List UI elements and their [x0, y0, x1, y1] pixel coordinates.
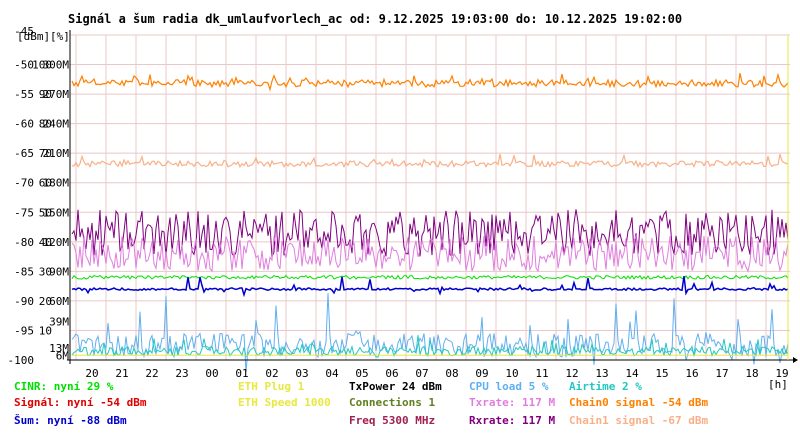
y-tick-pct: 50	[39, 206, 52, 219]
series-line-2	[71, 153, 789, 169]
series-line-6	[71, 275, 789, 298]
y-tick-pct: 60	[39, 177, 52, 190]
legend-item: CPU load 5 %	[469, 380, 549, 393]
y-tick-rate-low: 39M	[49, 316, 69, 329]
y-tick-pct: 40	[39, 236, 52, 249]
legend-item: Chain1 signal -67 dBm	[569, 414, 708, 427]
legend-item: Txrate: 117 M	[469, 396, 555, 409]
y-tick-pct: 30	[39, 265, 52, 278]
x-tick-label: 12	[565, 367, 578, 380]
y-tick-pct: 80	[39, 118, 52, 131]
series-line-3	[71, 208, 789, 259]
legend-item: Freq 5300 MHz	[349, 414, 435, 427]
y-tick-rate: 60M	[49, 295, 69, 308]
series-line-8	[71, 335, 789, 358]
x-tick-label: 23	[175, 367, 188, 380]
y-tick-pct: 90	[39, 88, 52, 101]
series-line-4	[71, 234, 789, 273]
x-tick-label: 05	[355, 367, 368, 380]
x-tick-label: 03	[295, 367, 308, 380]
x-tick-label: 01	[235, 367, 248, 380]
legend-item: Rxrate: 117 M	[469, 414, 555, 427]
y-tick-dbm: -45	[14, 25, 34, 38]
x-tick-label: 08	[445, 367, 458, 380]
y-tick-rate: 90M	[49, 265, 69, 278]
y-tick-dbm: -80	[14, 236, 34, 249]
x-tick-label: 15	[655, 367, 668, 380]
series-line-1	[71, 72, 789, 92]
y-tick-dbm: -85	[14, 265, 34, 278]
x-tick-label: 16	[685, 367, 698, 380]
y-tick-dbm: -75	[14, 206, 34, 219]
x-tick-label: 04	[325, 367, 339, 380]
x-tick-label: 07	[415, 367, 428, 380]
x-tick-label: 02	[265, 367, 278, 380]
legend-item: Chain0 signal -54 dBm	[569, 396, 708, 409]
y-tick-dbm: -65	[14, 147, 34, 160]
y-tick-rate: 300M	[43, 59, 70, 72]
x-tick-label: 21	[115, 367, 128, 380]
x-axis-arrow	[793, 357, 798, 363]
y-tick-dbm: -70	[14, 177, 34, 190]
y-tick-rate: 150M	[43, 206, 70, 219]
y-tick-rate-low: 13M	[49, 342, 69, 355]
legend-item: ETH Plug 1	[238, 380, 305, 393]
y-tick-rate: 270M	[43, 88, 70, 101]
y-tick-dbm: -60	[14, 118, 34, 131]
x-tick-label: 19	[775, 367, 788, 380]
chart-title: Signál a šum radia dk_umlaufvorlech_ac o…	[68, 12, 682, 27]
y-tick-pct: 100	[32, 59, 52, 72]
x-tick-label: 20	[85, 367, 98, 380]
legend-item: Connections 1	[349, 396, 435, 409]
series-group	[71, 72, 789, 373]
x-tick-label: 09	[475, 367, 488, 380]
y-tick-pct: 10	[39, 324, 52, 337]
y-tick-pct: 20	[39, 295, 52, 308]
x-tick-label: 00	[205, 367, 218, 380]
legend-item: TxPower 24 dBm	[349, 380, 442, 393]
y-tick-dbm: -50	[14, 59, 34, 72]
y-tick-rate: 120M	[43, 236, 70, 249]
axes: 20 21 22 23 00 01 02 03 04 05 06 07 08 09 10 11 12 13 14 15…	[8, 25, 798, 391]
y-tick-rate-low: 6M	[56, 349, 70, 362]
y-tick-rate: 210M	[43, 147, 70, 160]
legend-item: Signál: nyní -54 dBm	[14, 396, 147, 409]
y-tick-pct: 70	[39, 147, 52, 160]
y-tick-rate: 240M	[43, 118, 70, 131]
x-tick-label: 06	[385, 367, 398, 380]
x-tick-label: 10	[505, 367, 518, 380]
legend-item: CINR: nyní 29 %	[14, 380, 114, 393]
legend-item: Airtime 2 %	[569, 380, 642, 393]
y-tick-dbm: -100	[8, 354, 35, 367]
y-tick-dbm: -55	[14, 88, 34, 101]
x-tick-label: 11	[535, 367, 548, 380]
y-tick-dbm: -95	[14, 324, 34, 337]
y-tick-rate: 180M	[43, 177, 70, 190]
x-axis-label: [h]	[768, 378, 788, 391]
x-tick-label: 14	[625, 367, 639, 380]
y-unit-dbm: [dBm]	[17, 30, 50, 43]
y-tick-dbm: -90	[14, 295, 34, 308]
x-tick-label: 22	[145, 367, 158, 380]
y-unit-pct: [%]	[50, 30, 70, 43]
series-line-5	[71, 274, 789, 280]
x-tick-label: 17	[715, 367, 728, 380]
legend-item: ETH Speed 1000	[238, 396, 331, 409]
series-line-7	[71, 293, 789, 373]
legend: CINR: nyní 29 % Signál: nyní -54 dBm Šum: …	[14, 380, 708, 427]
x-tick-label: 18	[745, 367, 758, 380]
legend-item: Šum: nyní -88 dBm	[14, 414, 127, 427]
x-tick-label: 13	[595, 367, 608, 380]
